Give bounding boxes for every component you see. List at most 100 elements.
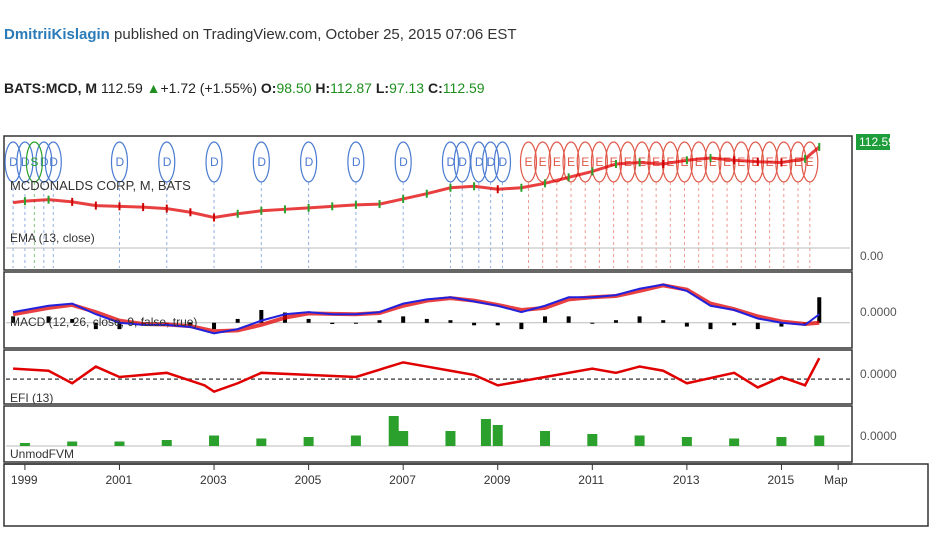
time-tick-label: 2007 [389,473,416,487]
volume-bar [161,440,172,446]
efi-zero-label: 0.0000 [860,367,897,381]
open-label: O: [260,80,277,96]
macd-histogram-bar [353,322,358,324]
split-marker-bubble [25,141,43,183]
quote-line: BATS:MCD, M 112.59 ▲+1.72 (+1.55%) O:98.… [4,80,485,96]
volume-pane[interactable] [3,405,853,463]
earnings-marker-letter: E [595,155,603,169]
earnings-marker-letter: E [723,155,731,169]
earnings-marker-bubble [562,141,580,183]
dividend-marker-letter: D [475,155,484,169]
earnings-marker-bubble [519,141,538,183]
time-tick-label: 2015 [767,473,794,487]
publish-text: published on TradingView.com, October 25… [114,26,517,43]
macd-histogram-bar [519,322,524,330]
macd-histogram-bar [590,322,595,324]
earnings-marker-bubble [604,141,623,183]
volume-bar [209,435,220,446]
volume-zero-label: 0.0000 [860,429,897,443]
volume-bar [634,435,645,446]
time-tick-label: 2011 [578,473,604,487]
macd-histogram-bar [755,322,760,330]
earnings-marker-bubble [534,141,552,183]
volume-bar [67,441,78,446]
low-label: L: [375,80,390,96]
dividend-marker-bubble [35,141,53,183]
dividend-marker-bubble [470,141,488,183]
macd-histogram-bar [424,318,429,323]
volume-bar [398,431,409,446]
earnings-marker-letter: E [709,155,717,169]
earnings-marker-bubble [704,141,722,183]
last-price-tag [856,134,890,150]
dividend-marker-letter: D [399,155,408,169]
macd-histogram-bar [732,322,737,326]
chart-header: DmitriiKislagin published on TradingView… [0,0,932,128]
dividend-marker-bubble [205,141,223,183]
macd-histogram-bar [637,316,642,323]
earnings-marker-bubble [801,141,819,183]
macd-pane[interactable] [3,271,853,349]
earnings-marker-letter: E [610,155,618,169]
macd-histogram-bar [779,322,784,327]
author-link[interactable]: DmitriiKislagin [4,26,110,43]
time-tick-label: 2001 [105,473,132,487]
volume-bar [814,435,825,446]
chart-svg[interactable]: D D D D D D D D D D D D D D D DS E E E E E E E E E E E E E E E E E E E E E 1… [0,130,932,550]
volume-bar [445,431,456,446]
earnings-marker-letter: E [581,155,589,169]
earnings-marker-bubble [690,141,708,183]
dividend-marker-bubble [4,141,22,183]
time-axis[interactable] [3,463,929,527]
macd-histogram-bar [70,318,75,323]
macd-histogram-bar [708,322,713,330]
high-label: H: [315,80,331,96]
last-price-tag-text: 112.59 [859,135,895,149]
macd-histogram-bar [448,320,453,323]
macd-histogram-bar [401,316,406,323]
close-value: 112.59 [442,80,485,96]
volume-bar [540,431,551,446]
dividend-marker-letter: D [40,155,49,169]
dividend-marker-letter: D [257,155,266,169]
macd-histogram-bar [613,320,618,323]
earnings-marker-letter: E [652,155,660,169]
split-marker-letter: S [30,155,38,169]
dividend-marker-letter: D [210,155,219,169]
price-pane[interactable] [3,135,853,271]
efi-legend: EFI (13) [10,391,53,405]
dividend-marker-bubble [493,141,512,183]
dividend-marker-letter: D [498,155,507,169]
earnings-marker-bubble [576,141,594,183]
time-tick-label: 2013 [673,473,700,487]
close-label: C: [428,80,443,96]
earnings-marker-bubble [590,141,609,183]
volume-bar [492,425,503,446]
time-tick-label: Мар [824,473,848,487]
earnings-marker-letter: E [806,155,814,169]
volume-bar [729,438,740,446]
dividend-marker-letter: D [115,155,124,169]
volume-bar [303,437,314,446]
dividend-marker-letter: D [352,155,361,169]
macd-histogram-bar [543,316,548,323]
volume-bar [350,435,361,446]
dividend-marker-letter: D [458,155,467,169]
volume-bar [388,416,399,446]
dividend-marker-letter: D [446,155,455,169]
dividend-marker-bubble [44,141,62,183]
macd-histogram-bar [817,297,822,323]
earnings-marker-bubble [548,141,566,183]
open-value: 98.50 [276,80,312,96]
macd-legend: MACD (12, 26, close, 9, false, true) [10,315,197,329]
macd-line [12,283,820,335]
macd-histogram-bar [188,322,193,326]
macd-histogram-bar [684,322,689,327]
dividend-marker-bubble [441,141,460,183]
macd-histogram-bar [377,320,382,323]
macd-histogram-bar [46,316,51,323]
efi-pane[interactable] [3,349,853,405]
volume-legend: UnmodFVM [10,447,74,461]
dividend-marker-bubble [300,141,318,183]
